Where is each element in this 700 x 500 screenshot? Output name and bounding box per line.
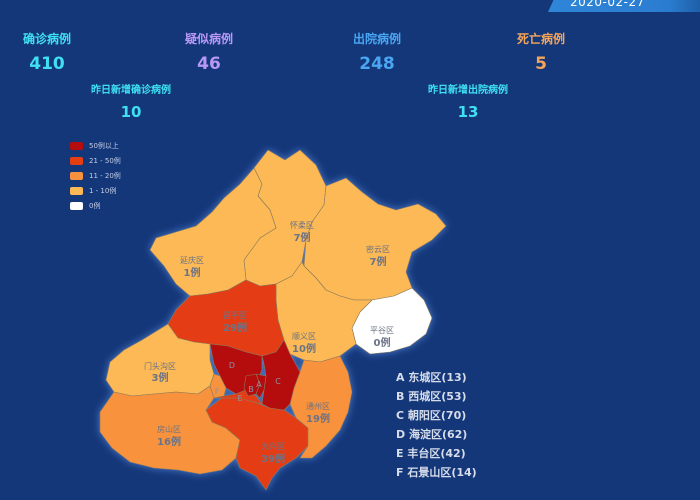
region-value-huairou: 7例 xyxy=(294,231,311,244)
new-discharged-value: 13 xyxy=(457,103,479,121)
district-item: A 东城区(13) xyxy=(396,371,467,384)
region-daxing[interactable] xyxy=(205,397,309,491)
core-marker-f: F xyxy=(215,387,220,396)
confirmed-value: 410 xyxy=(29,54,65,74)
confirmed-stat: 确诊病例 410 xyxy=(0,30,102,74)
legend-swatch xyxy=(70,171,83,180)
region-label-fangshan: 房山区 xyxy=(157,424,181,434)
region-label-daxing: 大兴区 xyxy=(261,441,285,451)
new-discharged-stat: 昨日新增出院病例 13 xyxy=(403,81,533,121)
legend-item[interactable]: 1 - 10例 xyxy=(70,183,121,198)
legend-swatch xyxy=(70,186,83,195)
district-list: A 东城区(13) B 西城区(53) C 朝阳区(70) D 海淀区(62) … xyxy=(396,368,477,482)
core-marker-d: D xyxy=(229,361,235,370)
legend-item[interactable]: 21 - 50例 xyxy=(70,153,121,168)
region-value-yanqing: 1例 xyxy=(184,266,201,279)
region-dongcheng[interactable] xyxy=(255,373,267,399)
deaths-label: 死亡病例 xyxy=(516,32,565,46)
new-confirmed-label: 昨日新增确诊病例 xyxy=(91,85,171,96)
region-value-fangshan: 16例 xyxy=(157,435,181,448)
district-item: F 石景山区(14) xyxy=(396,466,477,479)
legend-item[interactable]: 50例以上 xyxy=(70,138,121,153)
region-label-tongzhou: 通州区 xyxy=(306,401,330,411)
legend-swatch xyxy=(70,141,83,150)
deaths-value: 5 xyxy=(535,54,547,74)
region-label-shunyi: 顺义区 xyxy=(292,332,316,341)
discharged-stat: 出院病例 248 xyxy=(322,30,432,74)
legend-swatch xyxy=(70,156,83,165)
core-marker-a: A xyxy=(256,380,262,389)
legend-label: 21 - 50例 xyxy=(89,156,121,165)
region-label-yanqing: 延庆区 xyxy=(180,255,204,265)
discharged-label: 出院病例 xyxy=(352,32,401,46)
region-miyun[interactable] xyxy=(303,177,447,301)
core-marker-b: B xyxy=(248,385,254,394)
region-label-huairou: 怀柔区 xyxy=(290,220,314,230)
suspected-value: 46 xyxy=(197,54,221,74)
region-value-pinggu: 0例 xyxy=(374,336,391,349)
legend-item[interactable]: 0例 xyxy=(70,198,121,213)
region-label-mentougou: 门头沟区 xyxy=(144,361,176,371)
legend-swatch xyxy=(70,201,83,210)
legend-label: 1 - 10例 xyxy=(89,186,117,195)
core-marker-e: E xyxy=(237,394,242,403)
district-item: D 海淀区(62) xyxy=(396,428,468,441)
confirmed-label: 确诊病例 xyxy=(22,32,71,46)
region-label-miyun: 密云区 xyxy=(366,244,390,254)
new-confirmed-stat: 昨日新增确诊病例 10 xyxy=(66,81,196,121)
discharged-value: 248 xyxy=(359,54,395,74)
region-value-daxing: 39例 xyxy=(261,452,285,465)
map-legend: 50例以上 21 - 50例 11 - 20例 1 - 10例 0例 xyxy=(70,138,121,213)
new-discharged-label: 昨日新增出院病例 xyxy=(428,85,508,96)
core-marker-c: C xyxy=(275,377,281,386)
suspected-stat: 疑似病例 46 xyxy=(154,30,264,74)
region-label-pinggu: 平谷区 xyxy=(370,326,394,335)
suspected-label: 疑似病例 xyxy=(184,32,233,46)
district-item: E 丰台区(42) xyxy=(396,447,466,460)
region-label-changping: 昌平区 xyxy=(223,311,247,320)
region-value-tongzhou: 19例 xyxy=(306,412,330,425)
district-item: C 朝阳区(70) xyxy=(396,409,467,422)
new-confirmed-value: 10 xyxy=(120,103,142,121)
legend-label: 0例 xyxy=(89,201,101,210)
legend-label: 50例以上 xyxy=(89,141,119,150)
region-value-mentougou: 3例 xyxy=(152,371,169,384)
legend-label: 11 - 20例 xyxy=(89,171,121,180)
district-item: B 西城区(53) xyxy=(396,390,467,403)
deaths-stat: 死亡病例 5 xyxy=(486,30,596,74)
region-value-miyun: 7例 xyxy=(370,255,387,268)
region-value-shunyi: 10例 xyxy=(292,342,316,355)
date-badge: 2020-02-27 xyxy=(548,0,700,12)
legend-item[interactable]: 11 - 20例 xyxy=(70,168,121,183)
region-value-changping: 29例 xyxy=(223,321,247,334)
